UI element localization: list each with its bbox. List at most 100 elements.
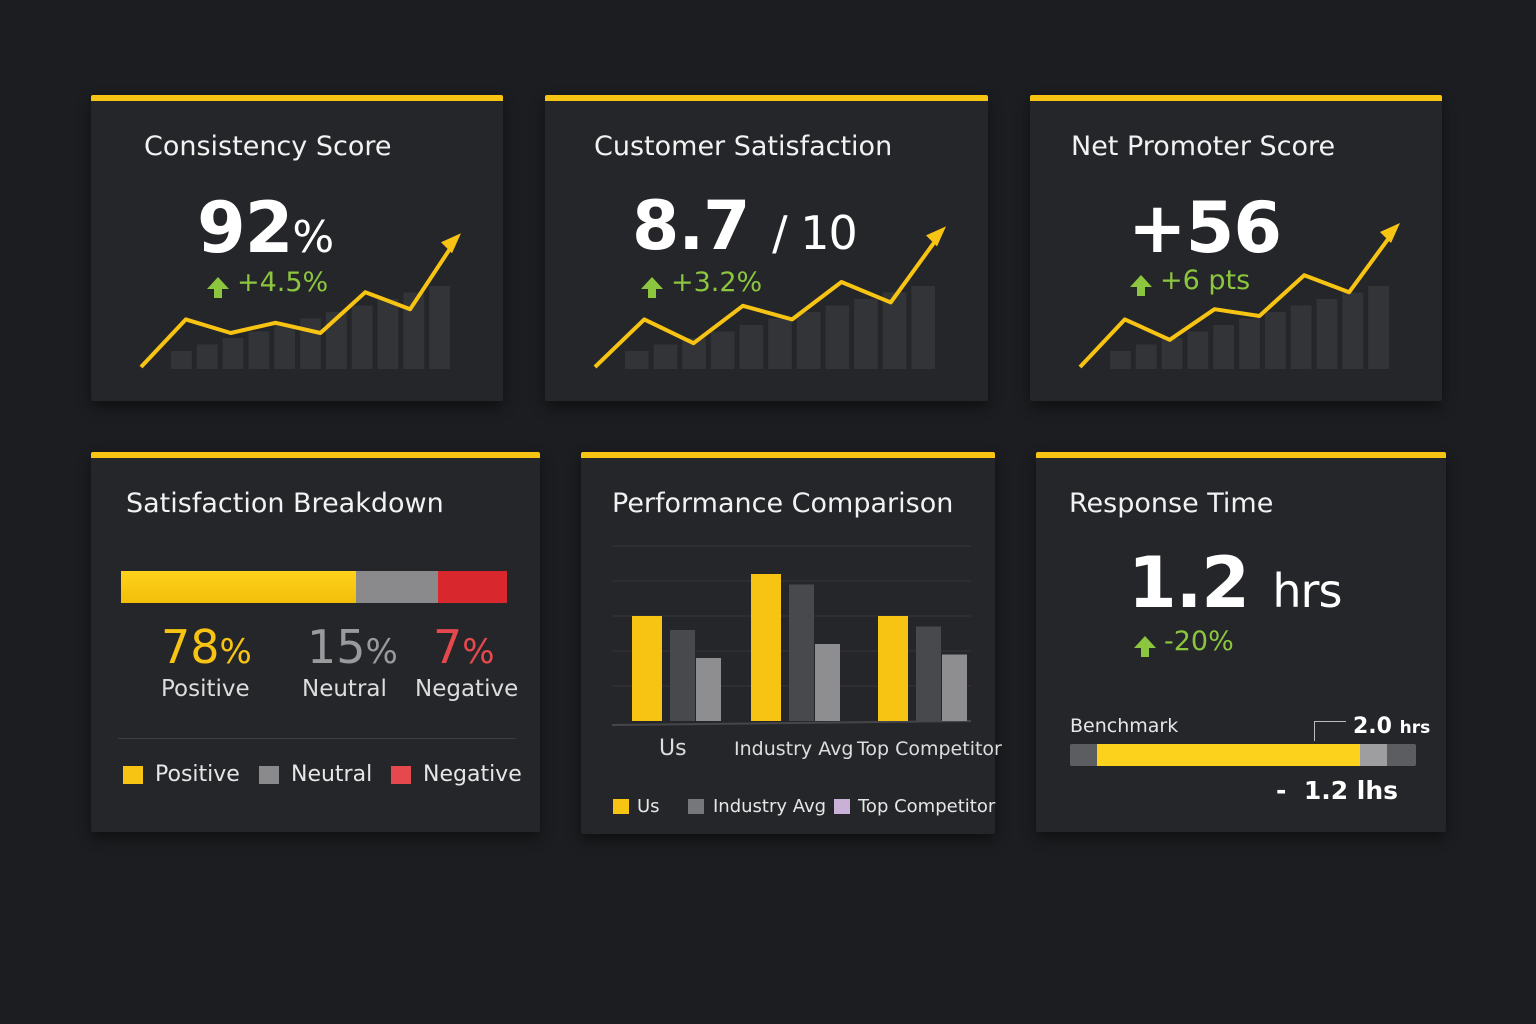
stacked-bar <box>121 571 507 603</box>
arrow-up-icon <box>1134 636 1156 657</box>
trend-bar <box>854 299 878 369</box>
legend-swatch <box>834 799 850 814</box>
card-net-promoter-score: Net Promoter Score +56 +6 pts <box>1030 95 1442 401</box>
trend-bar <box>1239 318 1260 369</box>
card-satisfaction-breakdown: Satisfaction Breakdown 78% 15% 7% Positi… <box>91 452 540 832</box>
trend-arrowhead-icon <box>926 226 946 247</box>
trend-bar <box>300 318 321 369</box>
positive-label: Positive <box>161 676 250 702</box>
trend-bar <box>768 318 792 369</box>
legend-swatch <box>259 765 279 784</box>
trend-bar <box>710 331 735 369</box>
trend-bar <box>911 286 935 369</box>
trend-bar <box>1264 312 1286 369</box>
arrow-up-icon <box>207 277 229 298</box>
kpi-value: +56 <box>1128 187 1282 269</box>
trend-bar <box>274 325 296 369</box>
trend-sparkline <box>1078 223 1400 369</box>
response-fill <box>1097 744 1360 766</box>
positive-percent: 78% <box>161 620 252 674</box>
trend-arrowhead-icon <box>441 233 461 254</box>
bar-industry-avg <box>670 630 695 721</box>
trend-sparkline <box>139 233 461 369</box>
response-delta: -20% <box>1134 626 1234 657</box>
arrow-up-icon <box>641 277 663 298</box>
trend-bar <box>325 312 347 369</box>
trend-bar <box>1342 292 1364 369</box>
gridline <box>611 720 972 726</box>
trend-bar <box>351 305 373 369</box>
legend-neutral: Neutral <box>259 762 372 787</box>
bar-industry-avg <box>916 626 941 721</box>
card-consistency-score: Consistency Score 92% +4.5% <box>91 95 503 401</box>
trend-bar <box>377 299 399 369</box>
card-title: Performance Comparison <box>612 488 954 519</box>
trend-bar <box>196 344 218 369</box>
kpi-value: 92% <box>197 187 334 269</box>
trend-bar <box>739 325 764 369</box>
benchmark-value: 2.0 hrs <box>1353 714 1431 739</box>
trend-bar <box>1161 338 1183 369</box>
neutral-percent: 15% <box>307 620 398 674</box>
neutral-label: Neutral <box>302 676 387 702</box>
kpi-delta: +4.5% <box>207 267 328 298</box>
x-tick-top-competitor: Top Competitor <box>857 738 1002 760</box>
negative-percent: 7% <box>433 620 495 674</box>
divider <box>118 738 516 739</box>
trend-bar <box>1213 325 1235 369</box>
benchmark-label: Benchmark <box>1070 715 1179 737</box>
benchmark-marker <box>1314 721 1346 741</box>
bar-top-competitor <box>696 658 721 721</box>
legend-top-competitor: Top Competitor <box>834 796 995 817</box>
trend-bar <box>682 338 706 369</box>
benchmark-segment <box>1360 744 1387 766</box>
trend-sparkline <box>593 226 946 369</box>
bar-us <box>632 616 662 721</box>
legend-negative: Negative <box>391 762 522 787</box>
trend-bar <box>1110 351 1131 369</box>
arrow-up-icon <box>1130 275 1152 296</box>
negative-label: Negative <box>415 676 519 702</box>
kpi-delta: +3.2% <box>641 267 762 298</box>
bar-segment-negative <box>437 571 507 603</box>
bar-top-competitor <box>942 654 967 721</box>
card-title: Satisfaction Breakdown <box>126 488 444 519</box>
benchmark-bar <box>1070 744 1416 766</box>
response-value: 1.2 hrs <box>1128 542 1342 624</box>
trend-bar <box>429 286 450 369</box>
trend-bar <box>1290 305 1312 369</box>
card-title: Net Promoter Score <box>1071 131 1336 162</box>
trend-bar <box>1135 344 1157 369</box>
performance-bar-chart <box>611 545 972 726</box>
trend-bar <box>882 292 907 369</box>
x-tick-us: Us <box>659 736 687 761</box>
legend-swatch <box>688 799 704 814</box>
trend-bar <box>1187 331 1209 369</box>
bar-segment-neutral <box>356 571 438 603</box>
trend-bar <box>248 331 270 369</box>
x-tick-industry-avg: Industry Avg <box>734 738 854 760</box>
card-response-time: Response Time 1.2 hrs -20% Benchmark 2.0… <box>1036 452 1446 832</box>
trend-bar <box>653 344 678 369</box>
trend-bar <box>825 305 850 369</box>
kpi-value: 8.7 / 10 <box>632 187 858 266</box>
bar-industry-avg <box>789 584 814 721</box>
bar-us <box>878 616 908 721</box>
bar-top-competitor <box>815 644 840 721</box>
legend-us: Us <box>613 796 660 817</box>
card-title: Customer Satisfaction <box>594 131 893 162</box>
trend-line <box>1078 229 1396 369</box>
legend-swatch <box>391 765 411 784</box>
card-title: Response Time <box>1069 488 1274 519</box>
trend-bar <box>222 338 244 369</box>
trend-bar <box>1316 299 1338 369</box>
card-customer-satisfaction: Customer Satisfaction 8.7 / 10 +3.2% <box>545 95 988 401</box>
bar-segment-positive <box>121 571 357 603</box>
legend-positive: Positive <box>123 762 240 787</box>
legend-industry-avg: Industry Avg <box>688 796 826 817</box>
kpi-delta: +6 pts <box>1130 265 1250 296</box>
trend-line <box>139 240 457 369</box>
trend-bar <box>796 312 821 369</box>
legend-swatch <box>613 799 629 814</box>
legend-swatch <box>123 765 143 784</box>
